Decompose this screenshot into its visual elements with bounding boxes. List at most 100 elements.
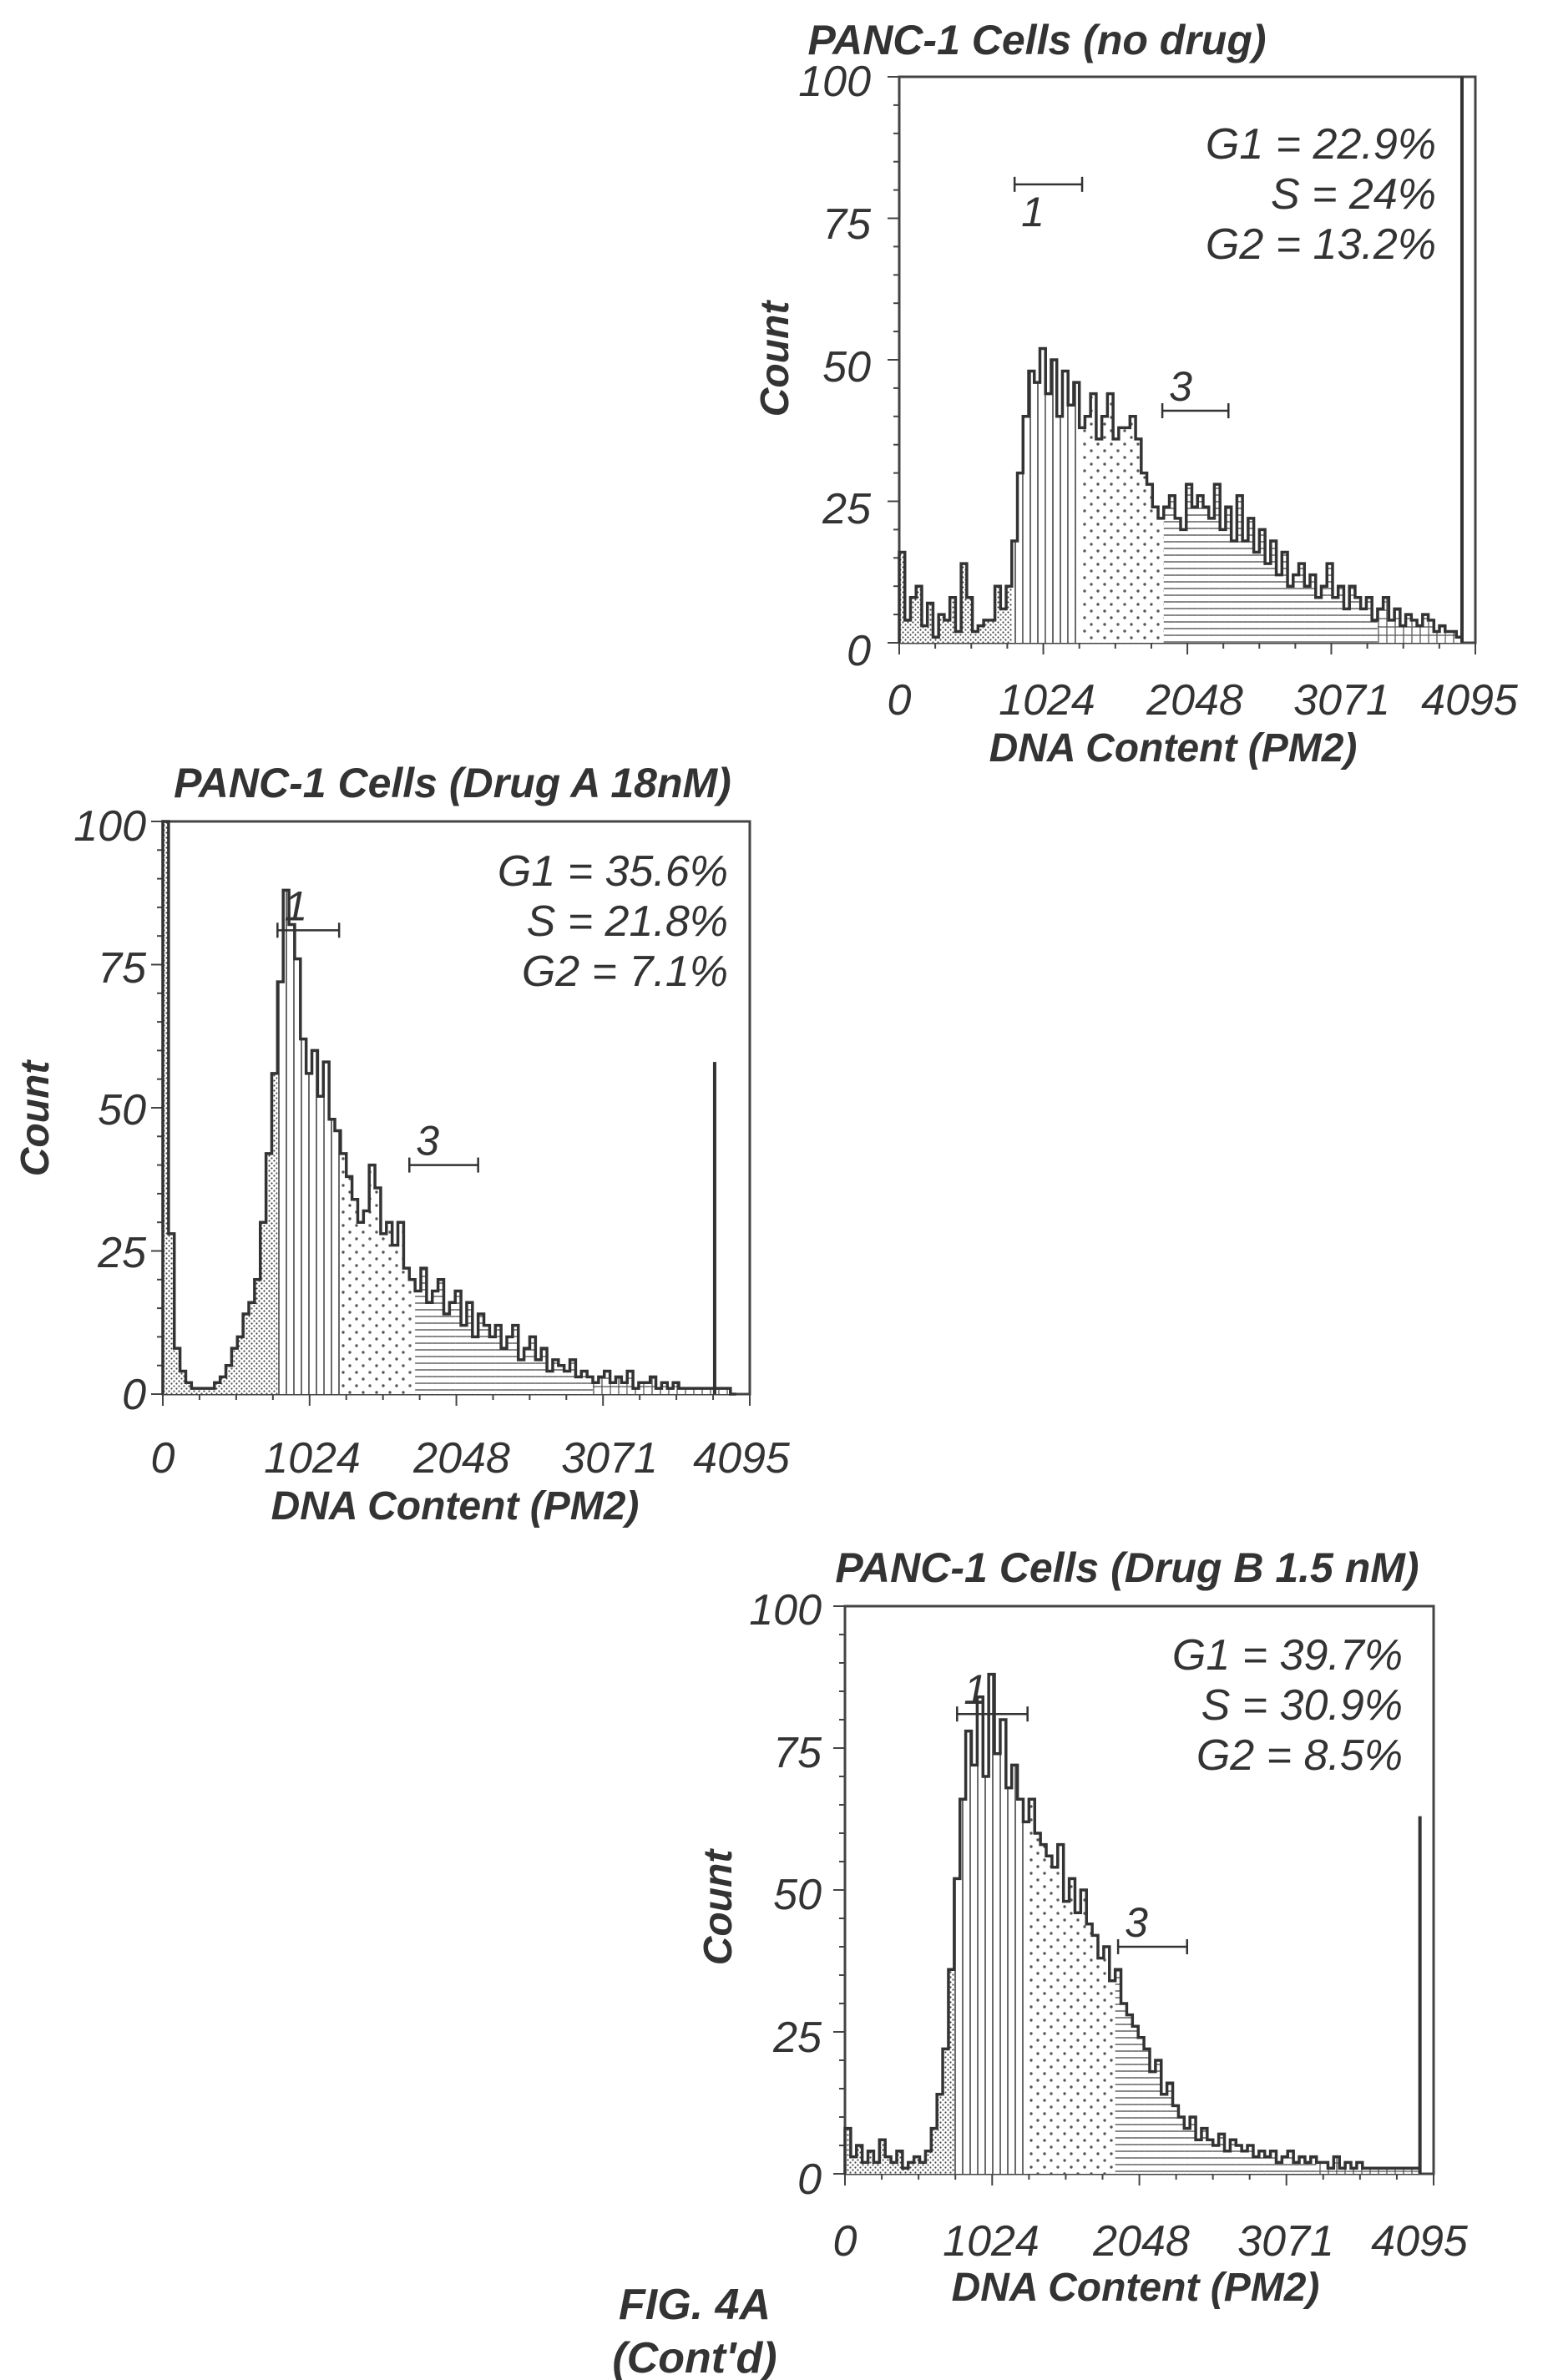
- histogram-bar: [719, 1388, 725, 1394]
- histogram-bar: [1113, 438, 1119, 643]
- histogram-bar: [1075, 1913, 1081, 2174]
- histogram-bar: [243, 1313, 250, 1394]
- histogram-bar: [1242, 540, 1248, 643]
- histogram-bar: [1172, 2105, 1179, 2174]
- histogram-bar: [191, 1388, 198, 1394]
- histogram-bar: [977, 1696, 984, 2174]
- histogram-bar: [971, 1765, 978, 2174]
- histogram-bar: [1197, 495, 1203, 643]
- histogram-bar: [203, 1388, 209, 1394]
- marker-label: 1: [284, 882, 307, 929]
- stat-g1: G1 = 35.6%: [498, 847, 728, 896]
- x-axis-label: DNA Content (PM2): [952, 2266, 1320, 2310]
- region-marker-1: 1: [956, 1666, 1029, 1722]
- histogram-bar: [1092, 1935, 1099, 2174]
- histogram-bar: [1444, 631, 1451, 643]
- plot-area: 13: [888, 75, 1477, 654]
- histogram-bar: [587, 1377, 594, 1394]
- histogram-bar: [707, 1388, 714, 1394]
- histogram-bar: [363, 1210, 370, 1394]
- histogram-bar: [426, 1302, 433, 1394]
- histogram-bar: [1085, 416, 1091, 643]
- y-tick-labels: 100 75 50 25 0: [798, 58, 872, 675]
- y-tick-labels: 100 75 50 25 0: [73, 802, 147, 1419]
- histogram-bar: [1293, 2162, 1300, 2174]
- region-marker-1: 1: [1013, 176, 1084, 235]
- histogram-bar: [1349, 586, 1355, 643]
- histogram-bar: [1402, 2168, 1409, 2174]
- region-marker-3: 3: [1116, 1899, 1188, 1954]
- histogram-bar: [163, 821, 169, 1394]
- histogram-bar: [168, 1233, 175, 1394]
- histogram-bar: [1322, 2162, 1328, 2174]
- histogram-bar: [621, 1382, 628, 1394]
- histogram-bar: [174, 1348, 180, 1394]
- histogram-bar: [1339, 2168, 1346, 2174]
- stat-s: S = 21.8%: [527, 897, 728, 946]
- histogram-bar: [994, 1753, 1000, 2174]
- histogram-bar: [397, 1222, 404, 1394]
- histogram-bar: [943, 2049, 948, 2174]
- histogram-bar: [931, 2128, 938, 2174]
- histogram-bar: [575, 1377, 582, 1394]
- histogram-bar: [466, 1302, 473, 1394]
- histogram-bar: [938, 614, 944, 643]
- histogram-bar: [472, 1337, 478, 1394]
- histogram-bar: [615, 1377, 622, 1394]
- histogram-bar: [1169, 495, 1176, 643]
- histogram-bar: [1202, 507, 1209, 643]
- figure-caption-continued: (Cont'd): [612, 2334, 776, 2380]
- histogram-bar: [696, 1388, 702, 1394]
- histogram-bar: [489, 1337, 496, 1394]
- histogram-bar: [1385, 2168, 1392, 2174]
- histogram-bar: [1230, 2140, 1237, 2174]
- histogram-bar: [1034, 1833, 1041, 2174]
- histogram-bar: [1163, 507, 1170, 643]
- histogram-bar: [1328, 2168, 1334, 2174]
- marker-label: 3: [1125, 1899, 1148, 1946]
- region-marker-3: 3: [408, 1118, 479, 1173]
- x-tick-labels: 0 1024 2048 3071 4095: [151, 1434, 791, 1483]
- histogram-bar: [873, 2162, 880, 2174]
- histogram-bar: [208, 1388, 215, 1394]
- histogram-bar: [1126, 2014, 1133, 2174]
- histogram-bar: [972, 631, 979, 643]
- histogram-bar: [955, 631, 962, 643]
- histogram-bar: [1366, 597, 1373, 643]
- histogram-bar: [1276, 574, 1282, 643]
- histogram-bar: [948, 1969, 954, 2174]
- histogram-bar: [856, 2145, 862, 2174]
- histogram-bar: [921, 625, 928, 643]
- figure-caption: FIG. 4A: [619, 2281, 771, 2329]
- histogram-bar: [933, 637, 939, 643]
- y-tick-label: 100: [73, 802, 146, 851]
- y-tick-label: 50: [773, 1871, 822, 1919]
- histogram-bar: [1109, 1980, 1115, 2174]
- histogram-bar: [294, 958, 301, 1394]
- y-tick-label: 100: [749, 1586, 822, 1635]
- histogram-bar: [1218, 2134, 1225, 2174]
- histogram-bar: [667, 1388, 674, 1394]
- histogram-bar: [346, 1176, 352, 1394]
- histogram-bar: [1428, 619, 1434, 643]
- histogram-bar: [1362, 2168, 1368, 2174]
- histogram-bar: [1120, 2004, 1127, 2174]
- histogram-bar: [1252, 2156, 1259, 2174]
- histogram-bar: [978, 625, 984, 643]
- histogram-bar: [1242, 2150, 1248, 2174]
- histogram-bar: [949, 597, 956, 643]
- histogram-bar: [684, 1388, 691, 1394]
- histogram-bar: [443, 1313, 450, 1394]
- histogram-bar: [1270, 2150, 1277, 2174]
- histogram-bar: [1377, 609, 1384, 643]
- region-marker-3: 3: [1161, 363, 1230, 419]
- histogram-bar: [455, 1291, 462, 1394]
- histogram-bar: [927, 603, 933, 643]
- histogram-bar: [1354, 597, 1361, 643]
- histogram-bar: [845, 2128, 851, 2174]
- histogram-bar: [1079, 427, 1085, 643]
- histogram-bar: [1095, 438, 1102, 643]
- histogram-bar: [1017, 1799, 1024, 2174]
- histogram-bar: [1144, 2049, 1150, 2174]
- stat-g2: G2 = 13.2%: [1206, 220, 1436, 269]
